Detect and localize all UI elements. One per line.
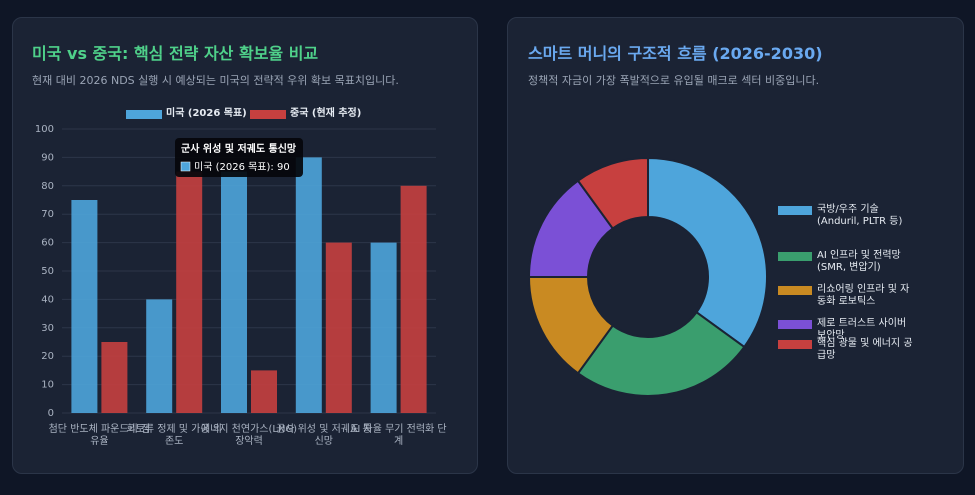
y-tick-label: 80 bbox=[41, 181, 54, 192]
x-tick-label: 군사 위성 및 저궤도 통신망 bbox=[276, 424, 372, 447]
bar bbox=[325, 242, 352, 413]
y-tick-label: 0 bbox=[48, 408, 54, 419]
y-tick-label: 50 bbox=[41, 266, 54, 277]
legend-swatch bbox=[126, 110, 162, 119]
tooltip-box bbox=[175, 138, 303, 177]
doughnut-slice bbox=[576, 156, 649, 230]
doughnut-slice bbox=[576, 310, 746, 397]
bar bbox=[101, 342, 128, 413]
legend-swatch bbox=[778, 206, 812, 215]
doughnut-slice bbox=[647, 156, 768, 349]
y-tick-label: 10 bbox=[41, 380, 54, 391]
bar bbox=[221, 171, 247, 413]
doughnut-subtitle: 정책적 자금이 가장 폭발적으로 유입될 매크로 섹터 비중입니다. bbox=[528, 74, 820, 87]
bar-subtitle: 현재 대비 2026 NDS 실행 시 예상되는 미국의 전략적 우위 확보 목… bbox=[32, 74, 399, 87]
legend-swatch bbox=[778, 340, 812, 349]
x-tick-label: 에너지 천연가스(LNG) 장악력 bbox=[200, 424, 298, 447]
legend-label: 미국 (2026 목표) bbox=[166, 108, 247, 119]
legend-swatch bbox=[250, 110, 286, 119]
y-tick-label: 100 bbox=[35, 124, 54, 135]
legend-label: AI 인프라 및 전력망 (SMR, 변압기) bbox=[817, 250, 901, 273]
legend-label: 제로 트러스트 사이버 보안망 bbox=[817, 318, 907, 341]
legend-label: 리쇼어링 인프라 및 자동화 로보틱스 bbox=[817, 284, 910, 307]
tooltip-swatch bbox=[180, 161, 191, 172]
y-tick-label: 20 bbox=[41, 351, 54, 362]
y-tick-label: 90 bbox=[41, 152, 54, 163]
tooltip-title: 군사 위성 및 저궤도 통신망 bbox=[181, 142, 297, 155]
bar bbox=[146, 299, 173, 413]
bar-title: 미국 vs 중국: 핵심 전략 자산 확보율 비교 bbox=[32, 44, 319, 63]
legend-label: 핵심 광물 및 에너지 공급망 bbox=[817, 338, 913, 361]
legend-swatch bbox=[778, 320, 812, 329]
bar bbox=[295, 157, 322, 413]
legend-swatch bbox=[778, 286, 812, 295]
y-tick-label: 60 bbox=[41, 238, 54, 249]
y-tick-label: 30 bbox=[41, 323, 54, 334]
legend-swatch bbox=[778, 252, 812, 261]
x-tick-label: 첨단 반도체 파운드리 점유율 bbox=[48, 424, 151, 447]
bar bbox=[176, 171, 203, 413]
y-tick-label: 40 bbox=[41, 294, 54, 305]
legend-label: 국방/우주 기술 (Anduril, PLTR 등) bbox=[817, 204, 903, 227]
y-tick-label: 70 bbox=[41, 209, 54, 220]
bar bbox=[370, 242, 397, 413]
bar bbox=[400, 185, 427, 413]
x-tick-label: 희토류 정제 및 가공 의존도 bbox=[126, 424, 222, 447]
legend-label: 중국 (현재 추정) bbox=[290, 108, 362, 119]
bar bbox=[71, 200, 98, 413]
doughnut-title: 스마트 머니의 구조적 흐름 (2026-2030) bbox=[528, 44, 823, 63]
tooltip-text: 미국 (2026 목표): 90 bbox=[194, 161, 290, 173]
x-tick-label: AI 자율 무기 전력화 단계 bbox=[350, 424, 447, 447]
bar bbox=[251, 370, 277, 413]
